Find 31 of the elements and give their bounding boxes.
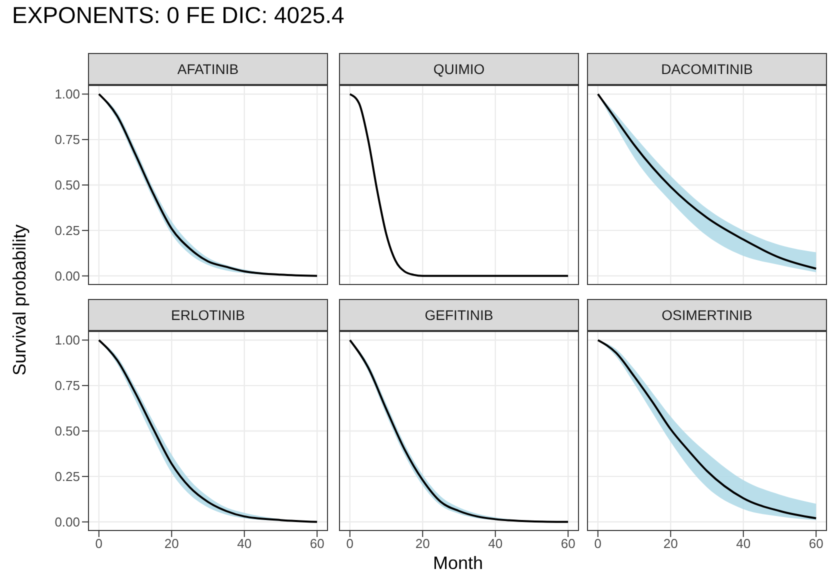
- y-tick-label: 0.75: [54, 378, 80, 394]
- x-tick-label: 20: [164, 536, 179, 552]
- x-tick-label: 40: [488, 536, 503, 552]
- x-tick-label: 0: [95, 536, 103, 552]
- x-axis-title: Month: [432, 553, 484, 574]
- x-tick-label: 40: [237, 536, 252, 552]
- x-tick-label: 20: [415, 536, 430, 552]
- chart-title: AFATINIB: [88, 53, 328, 85]
- x-tick-label: 60: [808, 536, 824, 552]
- chart-title: ERLOTINIB: [88, 299, 328, 331]
- y-tick-label: 1.00: [54, 86, 80, 102]
- y-axis-title: Survival probability: [10, 224, 30, 376]
- y-tick-label: 0.50: [54, 424, 80, 439]
- y-tick-label: 0.75: [54, 132, 80, 148]
- y-tick-label: 0.00: [54, 514, 80, 530]
- y-tick-label: 0.25: [54, 223, 80, 238]
- y-tick-label: 0.00: [54, 268, 80, 284]
- x-tick-label: 40: [736, 536, 751, 552]
- y-tick-label: 0.25: [54, 469, 80, 484]
- chart-title: DACOMITINIB: [587, 53, 827, 85]
- x-tick-label: 60: [560, 536, 576, 552]
- y-tick-label: 0.50: [54, 178, 80, 193]
- x-tick-label: 0: [594, 536, 602, 552]
- y-tick-label: 1.00: [54, 332, 80, 348]
- text: EXPONENTS: 0 FE DIC: 4025.4: [12, 2, 344, 29]
- chart-title: GEFITINIB: [339, 299, 579, 331]
- x-tick-label: 20: [663, 536, 678, 552]
- x-tick-label: 60: [310, 536, 324, 552]
- chart-title: OSIMERTINIB: [587, 299, 827, 331]
- x-tick-label: 0: [346, 536, 354, 552]
- chart-title: QUIMIO: [339, 53, 579, 85]
